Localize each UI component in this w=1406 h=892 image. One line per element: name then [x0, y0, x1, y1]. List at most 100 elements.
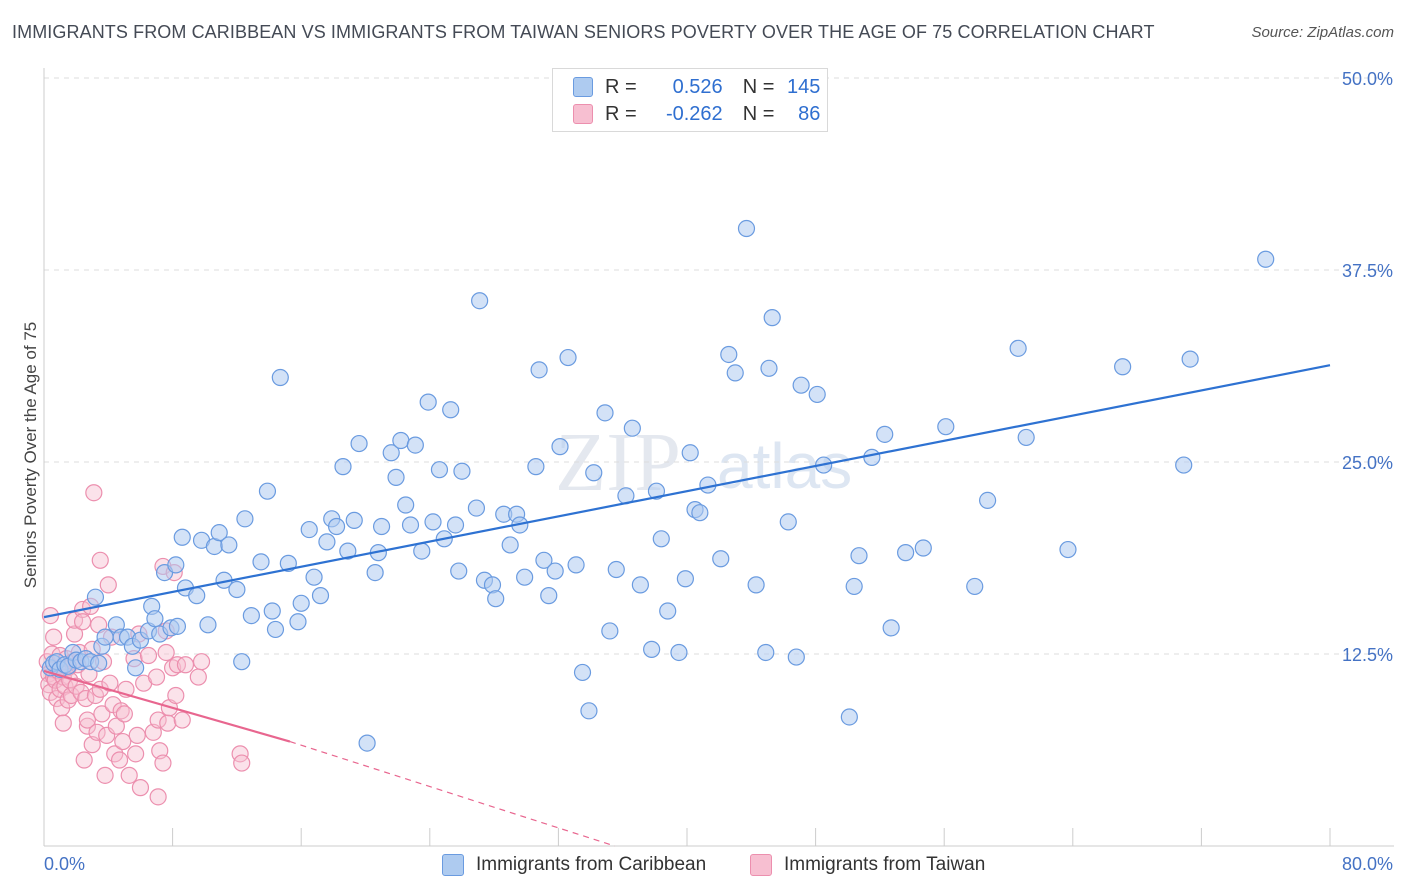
caribbean-point [1009, 339, 1027, 357]
caribbean-point [897, 544, 915, 562]
caribbean-point [1017, 428, 1035, 447]
series-caribbean [41, 219, 1275, 752]
caribbean-point [167, 556, 185, 574]
caribbean-point [96, 628, 114, 646]
caribbean-point [450, 562, 468, 580]
caribbean-point [292, 594, 310, 612]
taiwan-point [189, 668, 207, 686]
caribbean-point [406, 436, 424, 454]
caribbean-point [726, 364, 744, 382]
caribbean-point [691, 504, 709, 522]
caribbean-swatch [442, 854, 464, 876]
taiwan-point [91, 551, 109, 569]
caribbean-point [792, 376, 810, 394]
taiwan-point [164, 659, 182, 677]
y-tick-label: 25.0% [1342, 453, 1393, 473]
taiwan-trend-extension [289, 740, 615, 847]
taiwan-point [115, 705, 133, 723]
bottom-legend-caribbean: Immigrants from Caribbean [442, 852, 706, 878]
caribbean-point [546, 562, 564, 580]
caribbean-point [573, 663, 592, 682]
caribbean-point [659, 602, 677, 620]
x-tick-label: 0.0% [44, 854, 85, 874]
legend-row-caribbean: R = 0.526 N = 145 [573, 74, 820, 100]
taiwan-trend-line [43, 669, 291, 743]
caribbean-point [720, 345, 738, 364]
caribbean-point [228, 580, 246, 599]
taiwan-point [149, 711, 167, 729]
y-tick-label: 37.5% [1342, 261, 1393, 281]
caribbean-point [1181, 350, 1199, 368]
taiwan-point [96, 766, 114, 784]
taiwan-point [77, 689, 95, 708]
caribbean-point [424, 513, 442, 531]
taiwan-point [62, 686, 80, 705]
taiwan-point [173, 711, 191, 729]
caribbean-point [311, 587, 330, 605]
taiwan-point [88, 723, 106, 741]
caribbean-point [1114, 358, 1132, 376]
n-value-taiwan: 86 [798, 102, 821, 125]
caribbean-point [127, 659, 145, 677]
caribbean-point [289, 613, 307, 631]
taiwan-point [54, 714, 72, 732]
caribbean-point [413, 542, 431, 560]
caribbean-point [358, 734, 376, 752]
caribbean-point [516, 568, 534, 586]
caribbean-point [1059, 540, 1077, 559]
caribbean-point [527, 458, 545, 476]
taiwan-swatch [573, 104, 593, 124]
caribbean-point [453, 462, 471, 480]
caribbean-point [220, 536, 238, 554]
caribbean-point [808, 385, 826, 404]
trend-lines [43, 364, 1331, 847]
caribbean-point [757, 643, 775, 662]
caribbean-point [318, 533, 336, 551]
y-axis-title: Seniors Poverty Over the Age of 75 [21, 322, 40, 588]
taiwan-point [157, 643, 175, 662]
caribbean-point [372, 517, 391, 536]
caribbean-swatch [573, 77, 593, 97]
caribbean-point [623, 419, 641, 437]
caribbean-point [419, 393, 437, 411]
caribbean-point [882, 619, 900, 637]
axes [43, 68, 1394, 847]
taiwan-point [147, 668, 166, 686]
caribbean-point [863, 448, 881, 466]
taiwan-point [120, 766, 138, 784]
caribbean-point [263, 602, 281, 620]
r-value-taiwan: -0.262 [665, 102, 723, 125]
caribbean-point [596, 404, 614, 422]
source-credit: Source: ZipAtlas.com [1251, 24, 1394, 41]
caribbean-point [530, 361, 548, 379]
caribbean-point [382, 444, 400, 462]
taiwan-point [131, 779, 150, 797]
taiwan-point [176, 656, 195, 674]
r-label: R = [605, 75, 637, 98]
caribbean-point [233, 653, 251, 671]
n-label: N = [742, 75, 775, 98]
caribbean-point [763, 309, 781, 327]
caribbean-point [199, 616, 217, 634]
caribbean-point [210, 524, 228, 542]
caribbean-point [242, 606, 260, 625]
taiwan-point [65, 625, 84, 643]
n-label: N = [742, 102, 775, 125]
taiwan-point [78, 711, 97, 729]
caribbean-point [580, 702, 598, 720]
caribbean-point [607, 560, 625, 579]
tick-labels: 12.5% 25.0% 37.5% 50.0% 0.0% 80.0% [44, 69, 1393, 874]
taiwan-point [85, 484, 103, 502]
taiwan-point [112, 702, 130, 720]
caribbean-point [305, 568, 323, 586]
taiwan-point [167, 686, 185, 705]
taiwan-point [101, 674, 119, 692]
caribbean-point [966, 577, 984, 596]
caribbean-point [252, 553, 270, 571]
caribbean-point [540, 587, 558, 605]
taiwan-point [154, 754, 172, 772]
caribbean-point [850, 547, 868, 565]
taiwan-point [159, 714, 177, 732]
caribbean-point [173, 528, 191, 546]
caribbean-point [737, 219, 756, 238]
